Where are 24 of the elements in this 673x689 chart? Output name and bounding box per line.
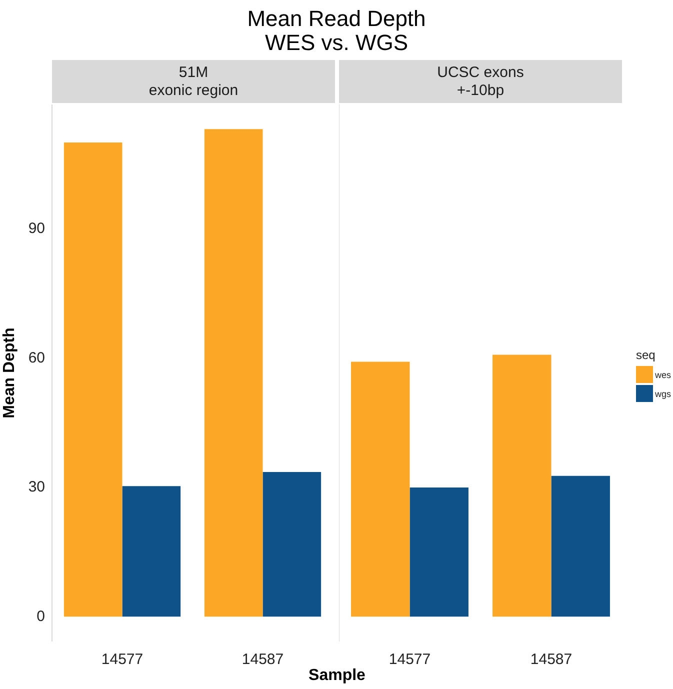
- y-tick-label: 60: [28, 349, 45, 366]
- text: 51M exonic region: [52, 60, 335, 103]
- bar: [204, 129, 263, 617]
- y-tick-label: 0: [36, 608, 45, 625]
- bar: [64, 142, 122, 617]
- x-axis-title: Sample: [308, 667, 366, 685]
- legend-title: seq: [636, 348, 656, 362]
- legend-label: wgs: [655, 388, 672, 398]
- bar: [551, 476, 610, 617]
- bar: [492, 354, 552, 617]
- y-tick-label: 90: [28, 220, 45, 238]
- bar: [351, 362, 410, 617]
- bar: [262, 472, 322, 617]
- y-tick-label: 30: [28, 478, 45, 496]
- bar: [410, 487, 468, 617]
- x-tick-label: 14577: [388, 651, 431, 668]
- legend-label: wes: [655, 370, 672, 380]
- x-tick-label: 14587: [530, 651, 572, 668]
- y-axis-title: Mean Depth: [1, 328, 18, 418]
- text: UCSC exons +-10bp: [339, 60, 622, 103]
- bar: [122, 486, 181, 617]
- x-tick-label: 14577: [101, 651, 144, 668]
- x-tick-label: 14587: [242, 651, 284, 668]
- chart-title: Mean Read Depth WES vs. WGS: [246, 6, 427, 55]
